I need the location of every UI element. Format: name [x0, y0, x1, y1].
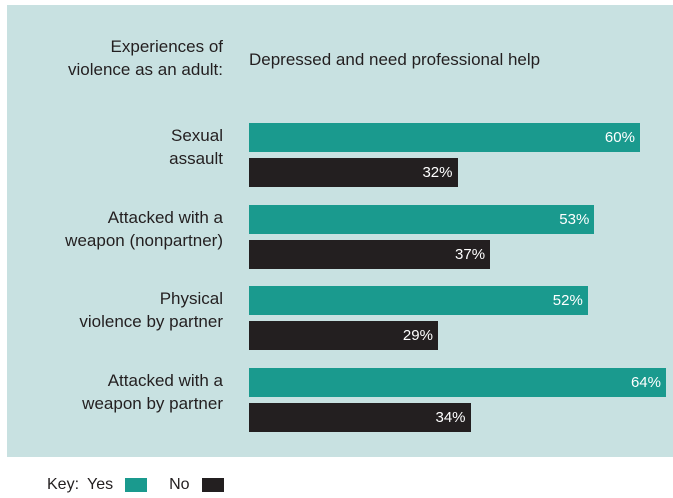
bar-value-label: 37% [455, 245, 486, 263]
legend-swatch-yes [125, 478, 148, 492]
bar-yes: 53% [249, 204, 595, 234]
category-label: Attacked with a weapon (nonpartner) [65, 207, 223, 250]
bar-value-label: 29% [402, 327, 433, 344]
legend: Key: Yes No [47, 476, 224, 494]
bar-no: 32% [249, 158, 458, 187]
bar-value-label: 60% [604, 129, 635, 146]
bar-yes: 52% [249, 286, 588, 315]
bar-value-label: 53% [559, 210, 590, 228]
legend-title: Key: [47, 476, 80, 493]
bar-value-label: 52% [552, 292, 583, 309]
legend-label-yes: Yes [87, 476, 114, 493]
bar-value-label: 64% [630, 373, 661, 391]
category-label: Sexual assault [169, 126, 223, 168]
row-header-label: Experiences of violence as an adult: [68, 37, 223, 79]
chart-title: Depressed and need professional help [249, 50, 541, 69]
bar-value-label: 32% [422, 164, 453, 181]
legend-swatch-no [201, 478, 224, 492]
legend-label-no: No [169, 476, 190, 493]
bar-value-label: 34% [435, 408, 466, 426]
category-label: Attacked with a weapon by partner [82, 370, 223, 413]
bar-yes: 64% [249, 367, 666, 397]
bar-no: 34% [249, 402, 471, 432]
bar-no: 37% [249, 239, 491, 269]
category-label: Physical violence by partner [79, 289, 223, 331]
bar-no: 29% [249, 321, 438, 350]
bar-yes: 60% [249, 123, 640, 152]
